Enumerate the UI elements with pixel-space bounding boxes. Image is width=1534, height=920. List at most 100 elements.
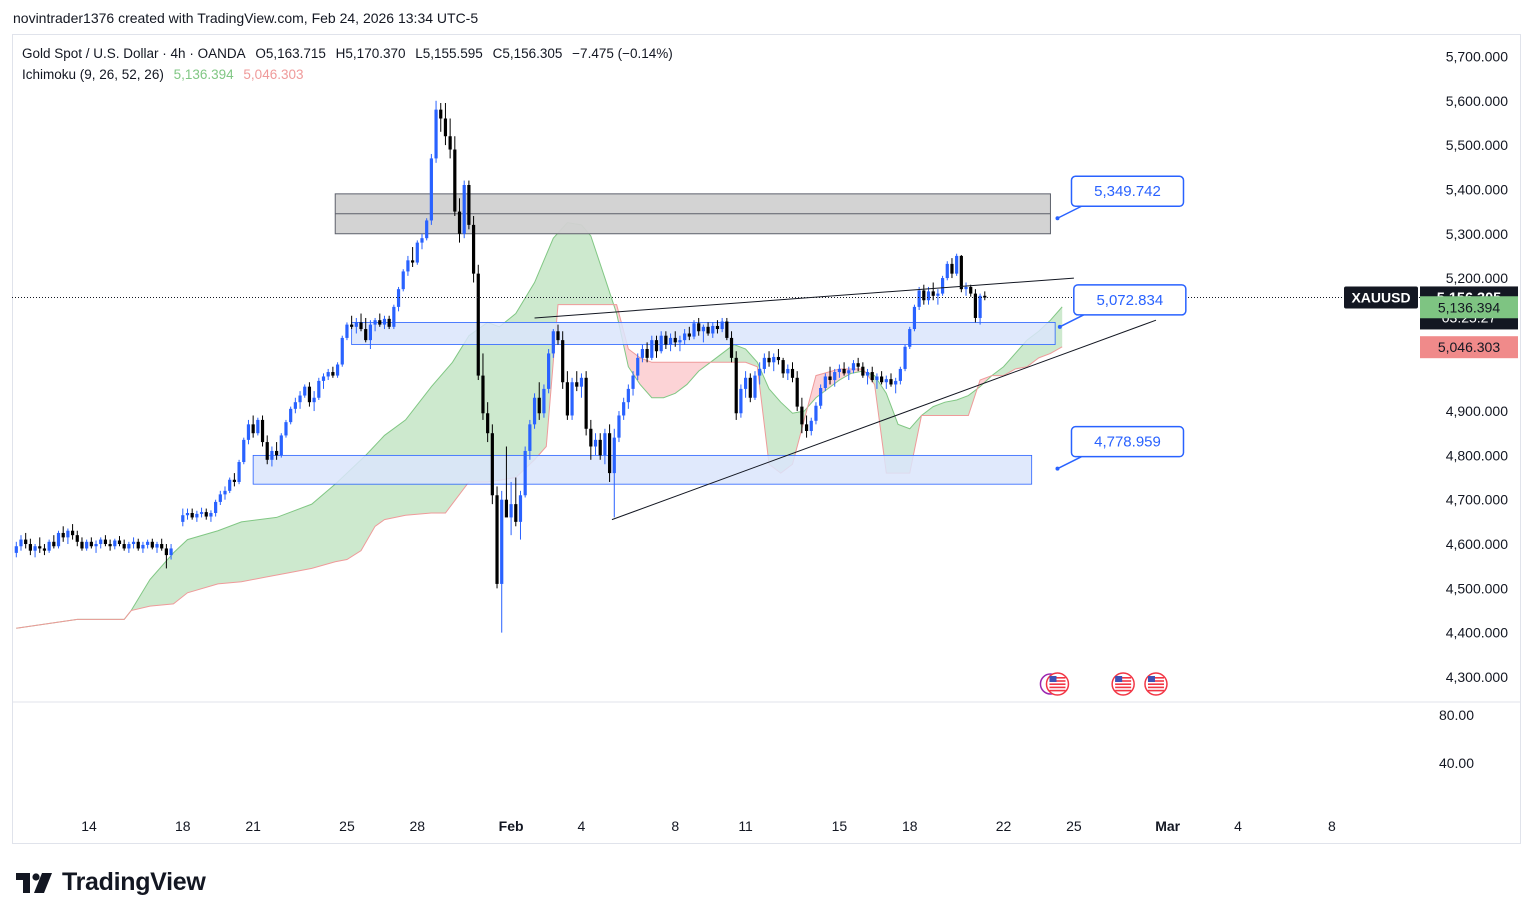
callout-box: [1070, 425, 1185, 458]
candle-body: [439, 109, 443, 119]
candle-body: [136, 541, 140, 549]
candle-body: [504, 499, 509, 518]
indicator-legend[interactable]: Ichimoku (9, 26, 52, 26) 5,136.394 5,046…: [22, 67, 309, 82]
flag-stripe: [1147, 680, 1164, 682]
candle-body: [828, 376, 832, 381]
candle-body: [758, 368, 762, 376]
candle-body: [753, 375, 757, 398]
candle-body: [837, 368, 841, 373]
candle-body: [819, 388, 823, 406]
candle-body: [884, 379, 888, 383]
price-axis-tick: 4,500.000: [1446, 580, 1508, 596]
candle-body: [617, 415, 621, 438]
candle-body: [579, 377, 584, 387]
flag-stripe: [1115, 689, 1132, 692]
candle-body: [640, 348, 645, 358]
candle-body: [373, 320, 377, 325]
candle-body: [547, 353, 551, 389]
candle-body: [415, 242, 419, 263]
candle-body: [584, 377, 588, 429]
candle-body: [303, 386, 307, 396]
candle-body: [861, 366, 865, 376]
indicator-name[interactable]: Ichimoku (9, 26, 52, 26): [22, 67, 164, 82]
candle-body: [443, 118, 448, 137]
us-flag-icon[interactable]: [1111, 672, 1135, 696]
candle-body: [748, 377, 752, 398]
chart-attribution: novintrader1376 created with TradingView…: [13, 10, 479, 26]
us-flag-icon[interactable]: [1045, 672, 1070, 696]
candle-body: [959, 255, 963, 290]
candle-body: [146, 541, 150, 545]
candle-body: [973, 293, 978, 318]
candle-body: [275, 450, 279, 456]
time-axis-tick: 18: [175, 818, 191, 834]
candle-body: [612, 437, 616, 474]
candle-body: [739, 388, 743, 414]
candle-body: [85, 541, 89, 549]
candle-body: [523, 450, 527, 496]
candle-body: [678, 340, 682, 343]
callout-label: 5,072.834: [1096, 292, 1163, 309]
candle-body: [903, 346, 907, 369]
candle-body: [99, 539, 103, 545]
senkou-a-tag: [1420, 296, 1518, 319]
candle-body: [411, 260, 415, 263]
candle-body: [246, 424, 251, 440]
tradingview-logo[interactable]: TradingView: [16, 868, 206, 897]
price-axis-tick: 5,700.000: [1446, 48, 1508, 64]
ichimoku-cloud-segment: [16, 222, 614, 629]
candle-body: [387, 318, 391, 327]
candle-body: [659, 335, 663, 352]
candle-body: [429, 158, 433, 221]
candle-body: [61, 532, 65, 538]
senkou-b-tag: [1420, 336, 1518, 359]
candle-body: [518, 495, 523, 522]
ichimoku-span-b-value: 5,046.303: [243, 67, 304, 82]
candle-body: [697, 323, 701, 332]
price-axis-tick: 4,700.000: [1446, 492, 1508, 508]
candle-body: [781, 360, 785, 374]
flag-stripe: [1147, 686, 1164, 689]
time-axis-tick: 4: [1234, 818, 1242, 834]
candle-body: [744, 377, 748, 389]
candle-body: [317, 380, 321, 398]
time-axis-tick: Mar: [1155, 818, 1180, 834]
candle-body: [720, 321, 724, 330]
time-axis-tick: 25: [339, 818, 355, 834]
time-axis-tick: Feb: [499, 818, 524, 834]
candle-body: [823, 376, 827, 389]
candle-body: [270, 450, 274, 460]
candle-body: [636, 357, 640, 376]
candle-body: [814, 405, 818, 421]
symbol-legend[interactable]: Gold Spot / U.S. Dollar · 4h · OANDA O5,…: [22, 46, 679, 61]
ichimoku-cloud-segment: [864, 370, 977, 474]
candle-body: [425, 220, 429, 239]
symbol-description[interactable]: Gold Spot / U.S. Dollar · 4h · OANDA: [22, 46, 246, 61]
candle-body: [561, 340, 565, 383]
candle-body: [237, 462, 241, 482]
ichimoku-cloud-segment: [806, 368, 864, 412]
callout-label: 4,778.959: [1094, 434, 1161, 451]
callout-pointer: [1057, 456, 1082, 470]
zone-lower-support: [252, 454, 1033, 485]
flag-stripe: [1049, 689, 1066, 692]
time-axis-tick: 8: [1328, 818, 1336, 834]
candle-body: [56, 532, 61, 547]
candle-body: [767, 357, 771, 363]
candle-body: [453, 149, 457, 212]
candle-body: [223, 490, 227, 495]
candle-body: [800, 406, 804, 425]
price-axis-tick: 5,300.000: [1446, 226, 1508, 242]
candle-body: [340, 337, 344, 365]
candle-body: [47, 541, 51, 551]
candle-body: [776, 356, 781, 361]
candle-body: [368, 324, 372, 341]
candle-body: [687, 333, 691, 337]
callout-pointer: [1059, 314, 1085, 328]
price-axis-tick: 4,600.000: [1446, 536, 1508, 552]
us-flag-icon[interactable]: [1144, 672, 1168, 696]
candle-body: [570, 382, 574, 416]
candle-body: [164, 548, 168, 556]
candle-body: [495, 495, 499, 584]
